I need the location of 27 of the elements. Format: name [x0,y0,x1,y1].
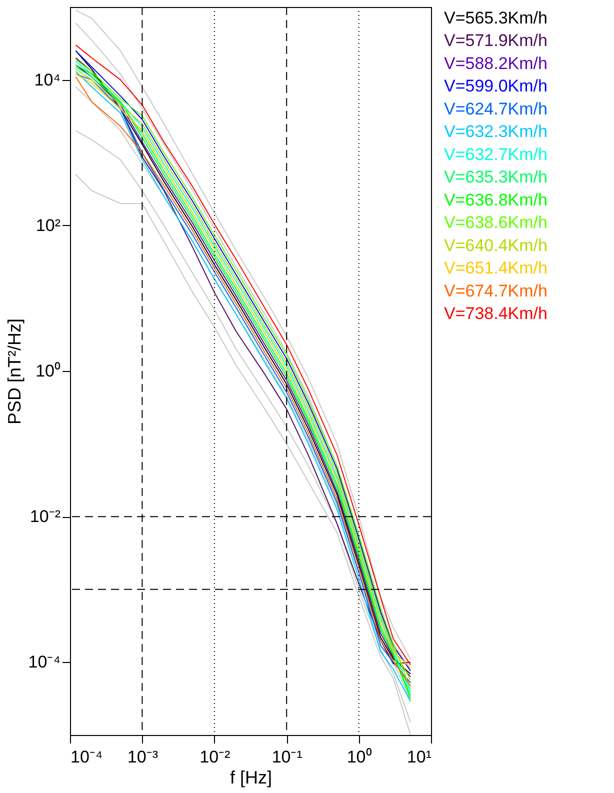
x-tick-label: 10¹ [406,748,432,766]
text: V=565.3Km/h [444,8,548,28]
text: V=632.3Km/h [444,122,548,142]
x-tick-label: 10⁰ [346,748,372,766]
text: V=632.7Km/h [444,144,548,164]
text: V=635.3Km/h [444,168,548,187]
y-tick-label: 10⁰ [36,362,60,380]
text: V=738.4Km/h [444,304,548,324]
text: V=571.9Km/h [444,31,548,50]
text: V=588.2Km/h [444,54,548,73]
x-axis-title: f [Hz] [230,768,272,788]
text: V=674.7Km/h [444,281,548,300]
y-tick-label: 10² [36,216,61,235]
text: V=638.6Km/h [444,213,548,232]
x-tick-label: 10⁻³ [127,748,158,766]
text: V=599.0Km/h [444,76,548,96]
text: V=636.8Km/h [444,190,548,210]
text: V=640.4Km/h [444,236,548,255]
y-tick-label: 10⁻⁴ [28,652,60,672]
y-tick-label: 10⁻² [30,507,61,526]
text: V=624.7Km/h [444,99,548,118]
x-tick-label: 10⁻² [200,748,231,766]
y-tick-label: 10⁴ [34,70,60,90]
text: V=651.4Km/h [444,258,548,278]
x-tick-label: 10⁻⁴ [70,748,103,766]
y-axis-title: PSD [nT²/Hz] [4,318,24,425]
x-tick-label: 10⁻¹ [272,748,303,766]
